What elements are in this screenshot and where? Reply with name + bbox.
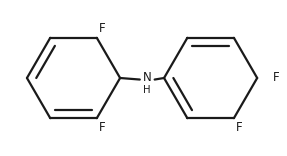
Text: N: N (143, 71, 152, 85)
Text: F: F (236, 121, 243, 134)
Text: F: F (99, 22, 105, 35)
Text: F: F (99, 121, 105, 134)
Text: F: F (272, 71, 279, 85)
Text: H: H (144, 85, 151, 95)
